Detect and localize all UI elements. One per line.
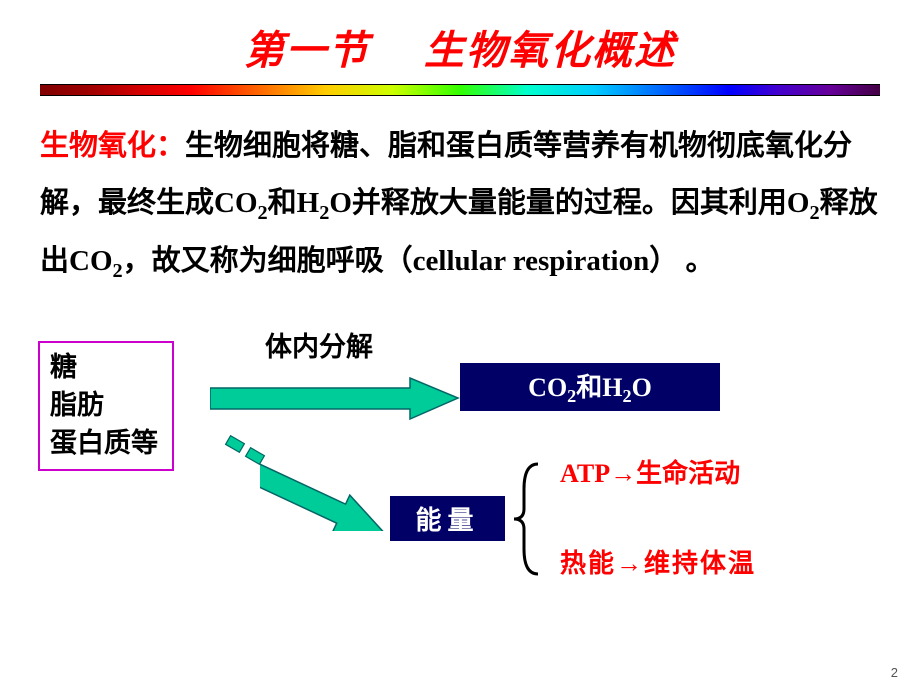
def-seg3: O并释放大量能量的过程。因其利用O <box>329 187 809 219</box>
atp-suffix: 生命活动 <box>636 459 740 488</box>
page-number: 2 <box>891 665 898 680</box>
arrow-label-decompose: 体内分解 <box>265 325 373 364</box>
product-box: CO2和H2O <box>460 363 720 411</box>
sub-h2o: 2 <box>319 201 329 223</box>
nutrient-line-2: 脂肪 <box>50 387 158 425</box>
arrow-shape-2 <box>260 453 393 531</box>
arrow-shape-1 <box>210 378 458 419</box>
heat-label: 热能 <box>560 548 616 578</box>
brace-icon <box>508 459 548 579</box>
definition-paragraph: 生物氧化：生物细胞将糖、脂和蛋白质等营养有机物彻底氧化分解，最终生成CO2和H2… <box>0 96 920 301</box>
arrow-diagonal <box>260 451 410 531</box>
sub-co2-1: 2 <box>258 201 268 223</box>
sub-co2-2: 2 <box>113 260 123 282</box>
energy-box: 能量 <box>390 496 505 541</box>
term-label: 生物氧化： <box>40 130 185 162</box>
heat-suffix: 维持体温 <box>644 548 756 578</box>
slide-title: 第一节 生物氧化概述 <box>0 0 920 76</box>
atp-arrow: → <box>610 459 636 488</box>
arrow-horizontal <box>210 376 460 421</box>
rainbow-divider <box>40 84 880 96</box>
heat-output: 热能→维持体温 <box>560 543 756 580</box>
atp-label: ATP <box>560 459 610 488</box>
def-seg2: 和H <box>268 187 320 219</box>
nutrient-line-3: 蛋白质等 <box>50 425 158 463</box>
nutrients-box: 糖 脂肪 蛋白质等 <box>38 341 174 470</box>
flow-diagram: 糖 脂肪 蛋白质等 体内分解 CO2和H2O 能量 ATP→生命活动 热能→维持… <box>0 301 920 601</box>
nutrient-line-1: 糖 <box>50 349 158 387</box>
heat-arrow: → <box>616 548 644 578</box>
atp-output: ATP→生命活动 <box>560 453 740 490</box>
def-seg5: ，故又称为细胞呼吸（cellular respiration） 。 <box>123 245 715 277</box>
sub-o2: 2 <box>809 201 819 223</box>
